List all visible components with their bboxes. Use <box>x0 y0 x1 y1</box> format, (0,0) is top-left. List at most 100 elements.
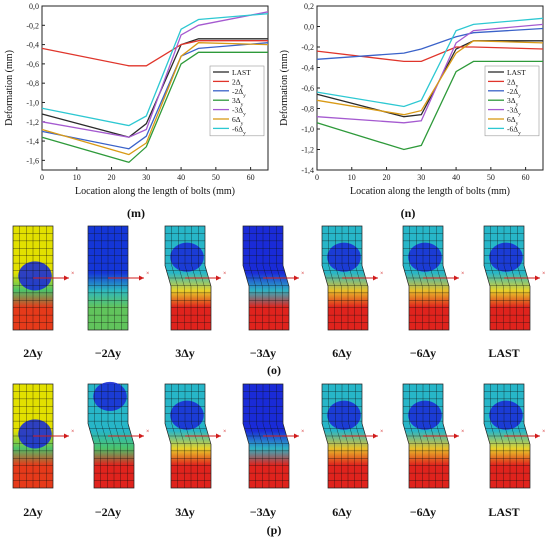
mesh-line <box>249 226 256 330</box>
mesh-line <box>409 384 416 488</box>
mesh-line <box>269 226 276 330</box>
chart-n: 0 10 20 30 40 50 60 0,2 0,0 -0,2 -0,4 -0,6 -0,8 -1,0 -… <box>279 2 544 197</box>
mesh-line <box>114 384 121 488</box>
mesh-line <box>262 384 270 488</box>
contour-blob <box>248 242 282 272</box>
y-tick-label: -1,2 <box>26 118 39 127</box>
axis-arrowhead <box>64 433 69 439</box>
legend-box <box>209 65 265 137</box>
y-axis-label: Deformation (mm) <box>279 50 290 126</box>
axis-arrowhead <box>535 433 540 439</box>
axis-x-marker: × <box>380 271 383 277</box>
y-tick-label: -0,6 <box>301 84 314 93</box>
x-tick-label: 30 <box>142 173 150 182</box>
bolt-caption: LAST <box>488 346 520 360</box>
bolt-caption: −6Δy <box>409 346 437 360</box>
bolt-caption: −2Δy <box>94 505 122 519</box>
bolt-model: × <box>402 225 464 331</box>
legend-label: -2Δy <box>232 87 246 99</box>
bolt-caption-row-o: 2Δy −2Δy 3Δy −3Δy 6Δy −6Δy LAST <box>0 346 550 360</box>
mesh-line <box>490 384 497 488</box>
x-tick-label: 40 <box>177 173 185 182</box>
axis-arrowhead <box>64 275 69 281</box>
mesh-line <box>341 384 349 488</box>
x-tick-label: 10 <box>348 173 356 182</box>
axis-x-marker: × <box>542 429 545 435</box>
contour-blob <box>408 400 442 430</box>
contour-blob <box>489 242 523 272</box>
mesh-line <box>355 226 362 330</box>
mesh-line <box>184 226 192 330</box>
mesh-line <box>107 384 115 488</box>
y-tick-label: 0,0 <box>304 23 314 32</box>
mesh-line <box>191 226 198 330</box>
x-tick-label: 0 <box>40 173 44 182</box>
y-tick-label: -1,0 <box>301 125 314 134</box>
legend-label: 6Δy <box>507 115 519 127</box>
legend-label: -3Δy <box>507 106 521 118</box>
axis-x-marker: × <box>542 271 545 277</box>
mesh-line <box>328 226 335 330</box>
bolt-caption: 6Δy <box>332 505 352 519</box>
x-tick-label: 20 <box>108 173 116 182</box>
legend-label: -3Δy <box>232 106 246 118</box>
axis-x-marker: × <box>71 429 74 435</box>
axis-arrowhead <box>373 275 378 281</box>
mesh-line <box>269 384 276 488</box>
axis-x-marker: × <box>301 271 304 277</box>
mesh-line <box>335 384 342 488</box>
axis-arrowhead <box>139 433 144 439</box>
series-line <box>41 11 269 138</box>
mesh-line <box>121 384 128 488</box>
series-line <box>41 38 268 138</box>
y-tick-label: -1,4 <box>301 166 314 175</box>
contour-blob <box>170 400 204 430</box>
legend-label: 3Δy <box>232 96 244 108</box>
bolt-caption: LAST <box>488 505 520 519</box>
axis-arrowhead <box>373 433 378 439</box>
bolt-caption: 2Δy <box>23 346 43 360</box>
series-line <box>316 27 544 60</box>
axis-arrowhead <box>294 275 299 281</box>
y-tick-label: -0,8 <box>26 79 39 88</box>
mesh-line <box>409 226 416 330</box>
axis-arrowhead <box>535 275 540 281</box>
x-axis-label: Location along the length of bolts (mm) <box>75 186 235 197</box>
mesh-line <box>171 384 178 488</box>
bolt-model: × <box>321 225 383 331</box>
mesh-line <box>256 384 263 488</box>
mesh-line <box>178 226 185 330</box>
bolt-model: × <box>87 225 149 331</box>
axis-x-marker: × <box>223 429 226 435</box>
axis-x-marker: × <box>223 271 226 277</box>
panel-label-n: (n) <box>400 206 416 220</box>
series-line <box>41 42 269 150</box>
bolt-caption: 3Δy <box>175 505 195 519</box>
mesh-line <box>262 226 270 330</box>
panel-label-m: (m) <box>127 206 145 220</box>
y-tick-label: -1,0 <box>26 98 39 107</box>
mesh-line <box>348 384 355 488</box>
mesh-line <box>517 226 524 330</box>
mesh-line <box>422 226 430 330</box>
y-tick-label: -0,2 <box>26 21 39 30</box>
mesh-line <box>517 384 524 488</box>
contour-blob <box>18 261 52 291</box>
plot-frame <box>41 5 269 171</box>
contour-blob <box>489 400 523 430</box>
axis-arrowhead <box>294 433 299 439</box>
x-tick-label: 30 <box>417 173 425 182</box>
axis-x-marker: × <box>71 271 74 277</box>
mesh-line <box>510 384 517 488</box>
series-line <box>41 42 269 156</box>
y-tick-label: -0,6 <box>26 60 39 69</box>
bolt-model: × <box>12 225 74 331</box>
x-tick-label: 20 <box>383 173 391 182</box>
legend-label: 2Δy <box>232 77 244 89</box>
mesh-line <box>503 226 511 330</box>
legend-box <box>484 65 540 137</box>
bolt-model: × <box>242 383 304 489</box>
bolt-model: × <box>321 383 383 489</box>
axis-arrowhead <box>454 275 459 281</box>
mesh-line <box>497 384 504 488</box>
